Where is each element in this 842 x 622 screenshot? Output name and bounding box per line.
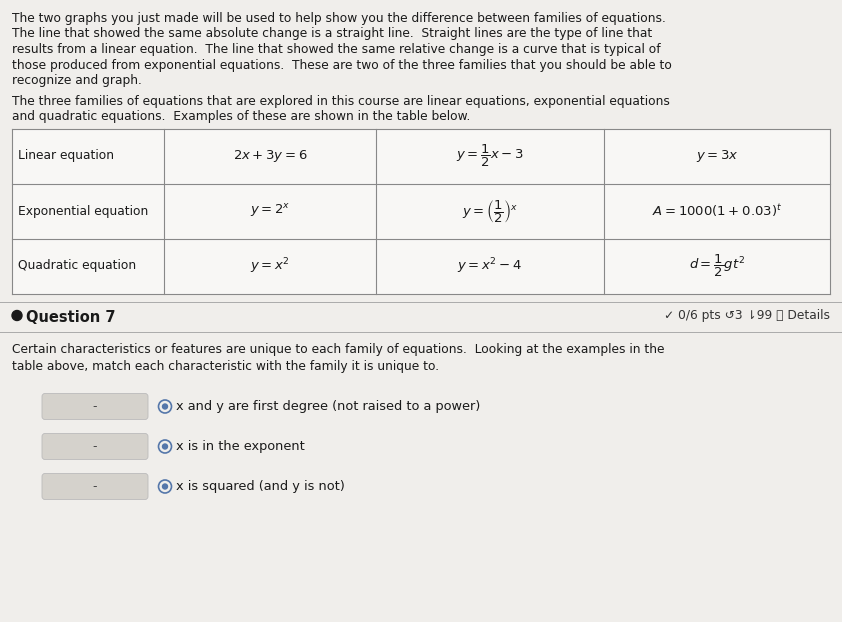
Text: The line that showed the same absolute change is a straight line.  Straight line: The line that showed the same absolute c… <box>12 27 653 40</box>
Text: Question 7: Question 7 <box>26 310 115 325</box>
Text: $y = x^2 - 4$: $y = x^2 - 4$ <box>457 256 523 276</box>
Text: x and y are first degree (not raised to a power): x and y are first degree (not raised to … <box>176 400 481 413</box>
FancyBboxPatch shape <box>42 434 148 460</box>
Text: and quadratic equations.  Examples of these are shown in the table below.: and quadratic equations. Examples of the… <box>12 110 471 123</box>
Text: -: - <box>93 440 97 453</box>
Circle shape <box>12 310 22 320</box>
Text: Quadratic equation: Quadratic equation <box>18 259 136 272</box>
Text: -: - <box>93 400 97 413</box>
Text: recognize and graph.: recognize and graph. <box>12 74 141 87</box>
Circle shape <box>163 444 168 449</box>
Text: table above, match each characteristic with the family it is unique to.: table above, match each characteristic w… <box>12 360 440 373</box>
Text: results from a linear equation.  The line that showed the same relative change i: results from a linear equation. The line… <box>12 43 661 56</box>
Text: $y = 3x$: $y = 3x$ <box>695 148 738 164</box>
Circle shape <box>163 404 168 409</box>
FancyBboxPatch shape <box>42 394 148 419</box>
Text: Linear equation: Linear equation <box>18 149 114 162</box>
Text: $y = 2^x$: $y = 2^x$ <box>250 203 290 220</box>
Text: those produced from exponential equations.  These are two of the three families : those produced from exponential equation… <box>12 58 672 72</box>
Text: x is squared (and y is not): x is squared (and y is not) <box>176 480 345 493</box>
FancyBboxPatch shape <box>42 473 148 499</box>
Circle shape <box>163 484 168 489</box>
Text: The three families of equations that are explored in this course are linear equa: The three families of equations that are… <box>12 95 670 108</box>
Text: Exponential equation: Exponential equation <box>18 205 148 218</box>
Text: $d = \dfrac{1}{2}gt^2$: $d = \dfrac{1}{2}gt^2$ <box>689 253 745 279</box>
FancyBboxPatch shape <box>12 129 830 294</box>
Text: $y = \left(\dfrac{1}{2}\right)^x$: $y = \left(\dfrac{1}{2}\right)^x$ <box>462 198 518 225</box>
Text: x is in the exponent: x is in the exponent <box>176 440 305 453</box>
Text: Certain characteristics or features are unique to each family of equations.  Loo: Certain characteristics or features are … <box>12 343 664 356</box>
Text: $A = 1000(1+0.03)^t$: $A = 1000(1+0.03)^t$ <box>652 203 782 220</box>
Text: $2x + 3y = 6$: $2x + 3y = 6$ <box>232 148 307 164</box>
Text: ✓ 0/6 pts ↺3 ⇂99 ⓘ Details: ✓ 0/6 pts ↺3 ⇂99 ⓘ Details <box>664 310 830 322</box>
Text: The two graphs you just made will be used to help show you the difference betwee: The two graphs you just made will be use… <box>12 12 666 25</box>
Text: $y = x^2$: $y = x^2$ <box>250 256 290 276</box>
Text: -: - <box>93 480 97 493</box>
Text: $y = \dfrac{1}{2}x - 3$: $y = \dfrac{1}{2}x - 3$ <box>456 143 524 169</box>
